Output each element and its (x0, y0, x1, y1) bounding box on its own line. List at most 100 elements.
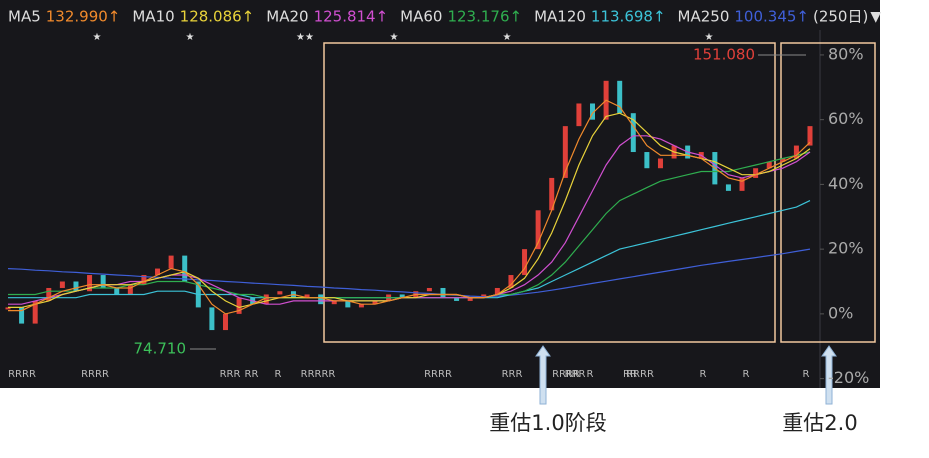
legend-value: 125.814↑ (314, 8, 389, 26)
legend-value: 100.345↑ (734, 8, 809, 26)
ma-line (8, 99, 811, 315)
price-candle (358, 304, 364, 308)
period-label: (250日) (813, 8, 868, 26)
marker: R (245, 369, 252, 380)
marker: R (700, 369, 707, 380)
price-candle (304, 294, 310, 298)
price-candle (590, 103, 596, 120)
stage2-frame (780, 42, 876, 343)
price-candle (236, 297, 242, 314)
price-candle (725, 184, 731, 191)
price-candle (494, 287, 500, 295)
y-tick-label: 80% (828, 44, 864, 63)
price-candle (562, 126, 568, 178)
star: ★ (186, 32, 195, 43)
dropdown[interactable]: ▼ (870, 9, 881, 25)
marker: R (587, 369, 594, 380)
stage2-label: 重估2.0 (782, 411, 857, 435)
price-candle (182, 255, 188, 282)
stage1-label: 重估1.0阶段 (489, 411, 606, 435)
legend-name: MA250 (678, 8, 730, 26)
price-candle (657, 158, 663, 169)
price-candle (46, 287, 52, 301)
price-candle (155, 268, 161, 276)
price-candle (793, 145, 799, 159)
price-candle (331, 300, 337, 305)
legend-name: MA5 (8, 8, 41, 26)
legend: MA5 132.990↑ MA10 128.086↑ MA20 125.814↑ MA60 1… (8, 8, 881, 26)
star: ★★ (296, 32, 314, 43)
star: ★ (93, 32, 102, 43)
price-candle (807, 126, 813, 146)
marker: RRRRR (301, 369, 336, 380)
price-candle (467, 297, 473, 301)
marker: RRR (565, 369, 586, 380)
marker: RRRR (8, 369, 36, 380)
price-candle (32, 300, 38, 324)
stage2-arrow (821, 345, 837, 405)
stage1-arrow (535, 345, 551, 405)
price-candle (59, 281, 65, 288)
price-candle (19, 307, 25, 324)
marker: R (743, 369, 750, 380)
price-candle (617, 80, 623, 114)
legend-name: MA60 (400, 8, 442, 26)
price-candle (753, 168, 759, 178)
low-label: 74.710 (134, 340, 187, 358)
marker: RRR (502, 369, 523, 380)
price-candle (549, 177, 555, 211)
price-candle (630, 113, 636, 153)
marker: R (275, 369, 282, 380)
price-candle (535, 210, 541, 250)
legend-value: 113.698↑ (591, 8, 666, 26)
price-candle (644, 152, 650, 169)
marker: RRRR (424, 369, 452, 380)
legend-name: MA120 (534, 8, 586, 26)
star: ★ (705, 32, 714, 43)
y-tick-label: 40% (828, 174, 864, 193)
price-candle (263, 294, 269, 305)
price-candle (141, 275, 147, 285)
price-candle (481, 294, 487, 298)
price-candle (766, 161, 772, 169)
legend-value: 128.086↑ (180, 8, 255, 26)
price-candle (209, 307, 215, 331)
marker: R (803, 369, 810, 380)
legend-value: 132.990↑ (46, 8, 121, 26)
high-label: 151.080 (693, 46, 755, 64)
legend-name: MA20 (266, 8, 308, 26)
price-candle (508, 275, 514, 288)
price-candle (399, 294, 405, 298)
price-candle (168, 255, 174, 269)
marker: RRRR (626, 369, 654, 380)
price-candle (100, 275, 106, 288)
price-candle (5, 307, 11, 310)
price-candle (114, 287, 120, 295)
price-candle (440, 287, 446, 298)
price-candle (522, 249, 528, 276)
price-candle (780, 158, 786, 162)
ma-line (7, 248, 811, 298)
marker: RRR (220, 369, 241, 380)
star: ★ (390, 32, 399, 43)
legend-name: MA10 (132, 8, 174, 26)
marker: R (252, 369, 259, 380)
price-candle (222, 313, 228, 331)
price-candle (87, 275, 93, 292)
stage1-frame (323, 42, 776, 343)
marker: RRRR (81, 369, 109, 380)
price-candle (73, 281, 79, 292)
price-candle (318, 294, 324, 305)
marker: RRRR (552, 369, 580, 380)
y-tick-label: 60% (828, 109, 864, 128)
legend-value: 123.176↑ (447, 8, 522, 26)
price-candle (127, 284, 133, 295)
star: ★ (503, 32, 512, 43)
y-tick-label: -20% (828, 368, 869, 387)
price-candle (277, 291, 283, 295)
price-candle (739, 177, 745, 191)
chart-background (0, 0, 880, 388)
price-candle (454, 297, 460, 301)
